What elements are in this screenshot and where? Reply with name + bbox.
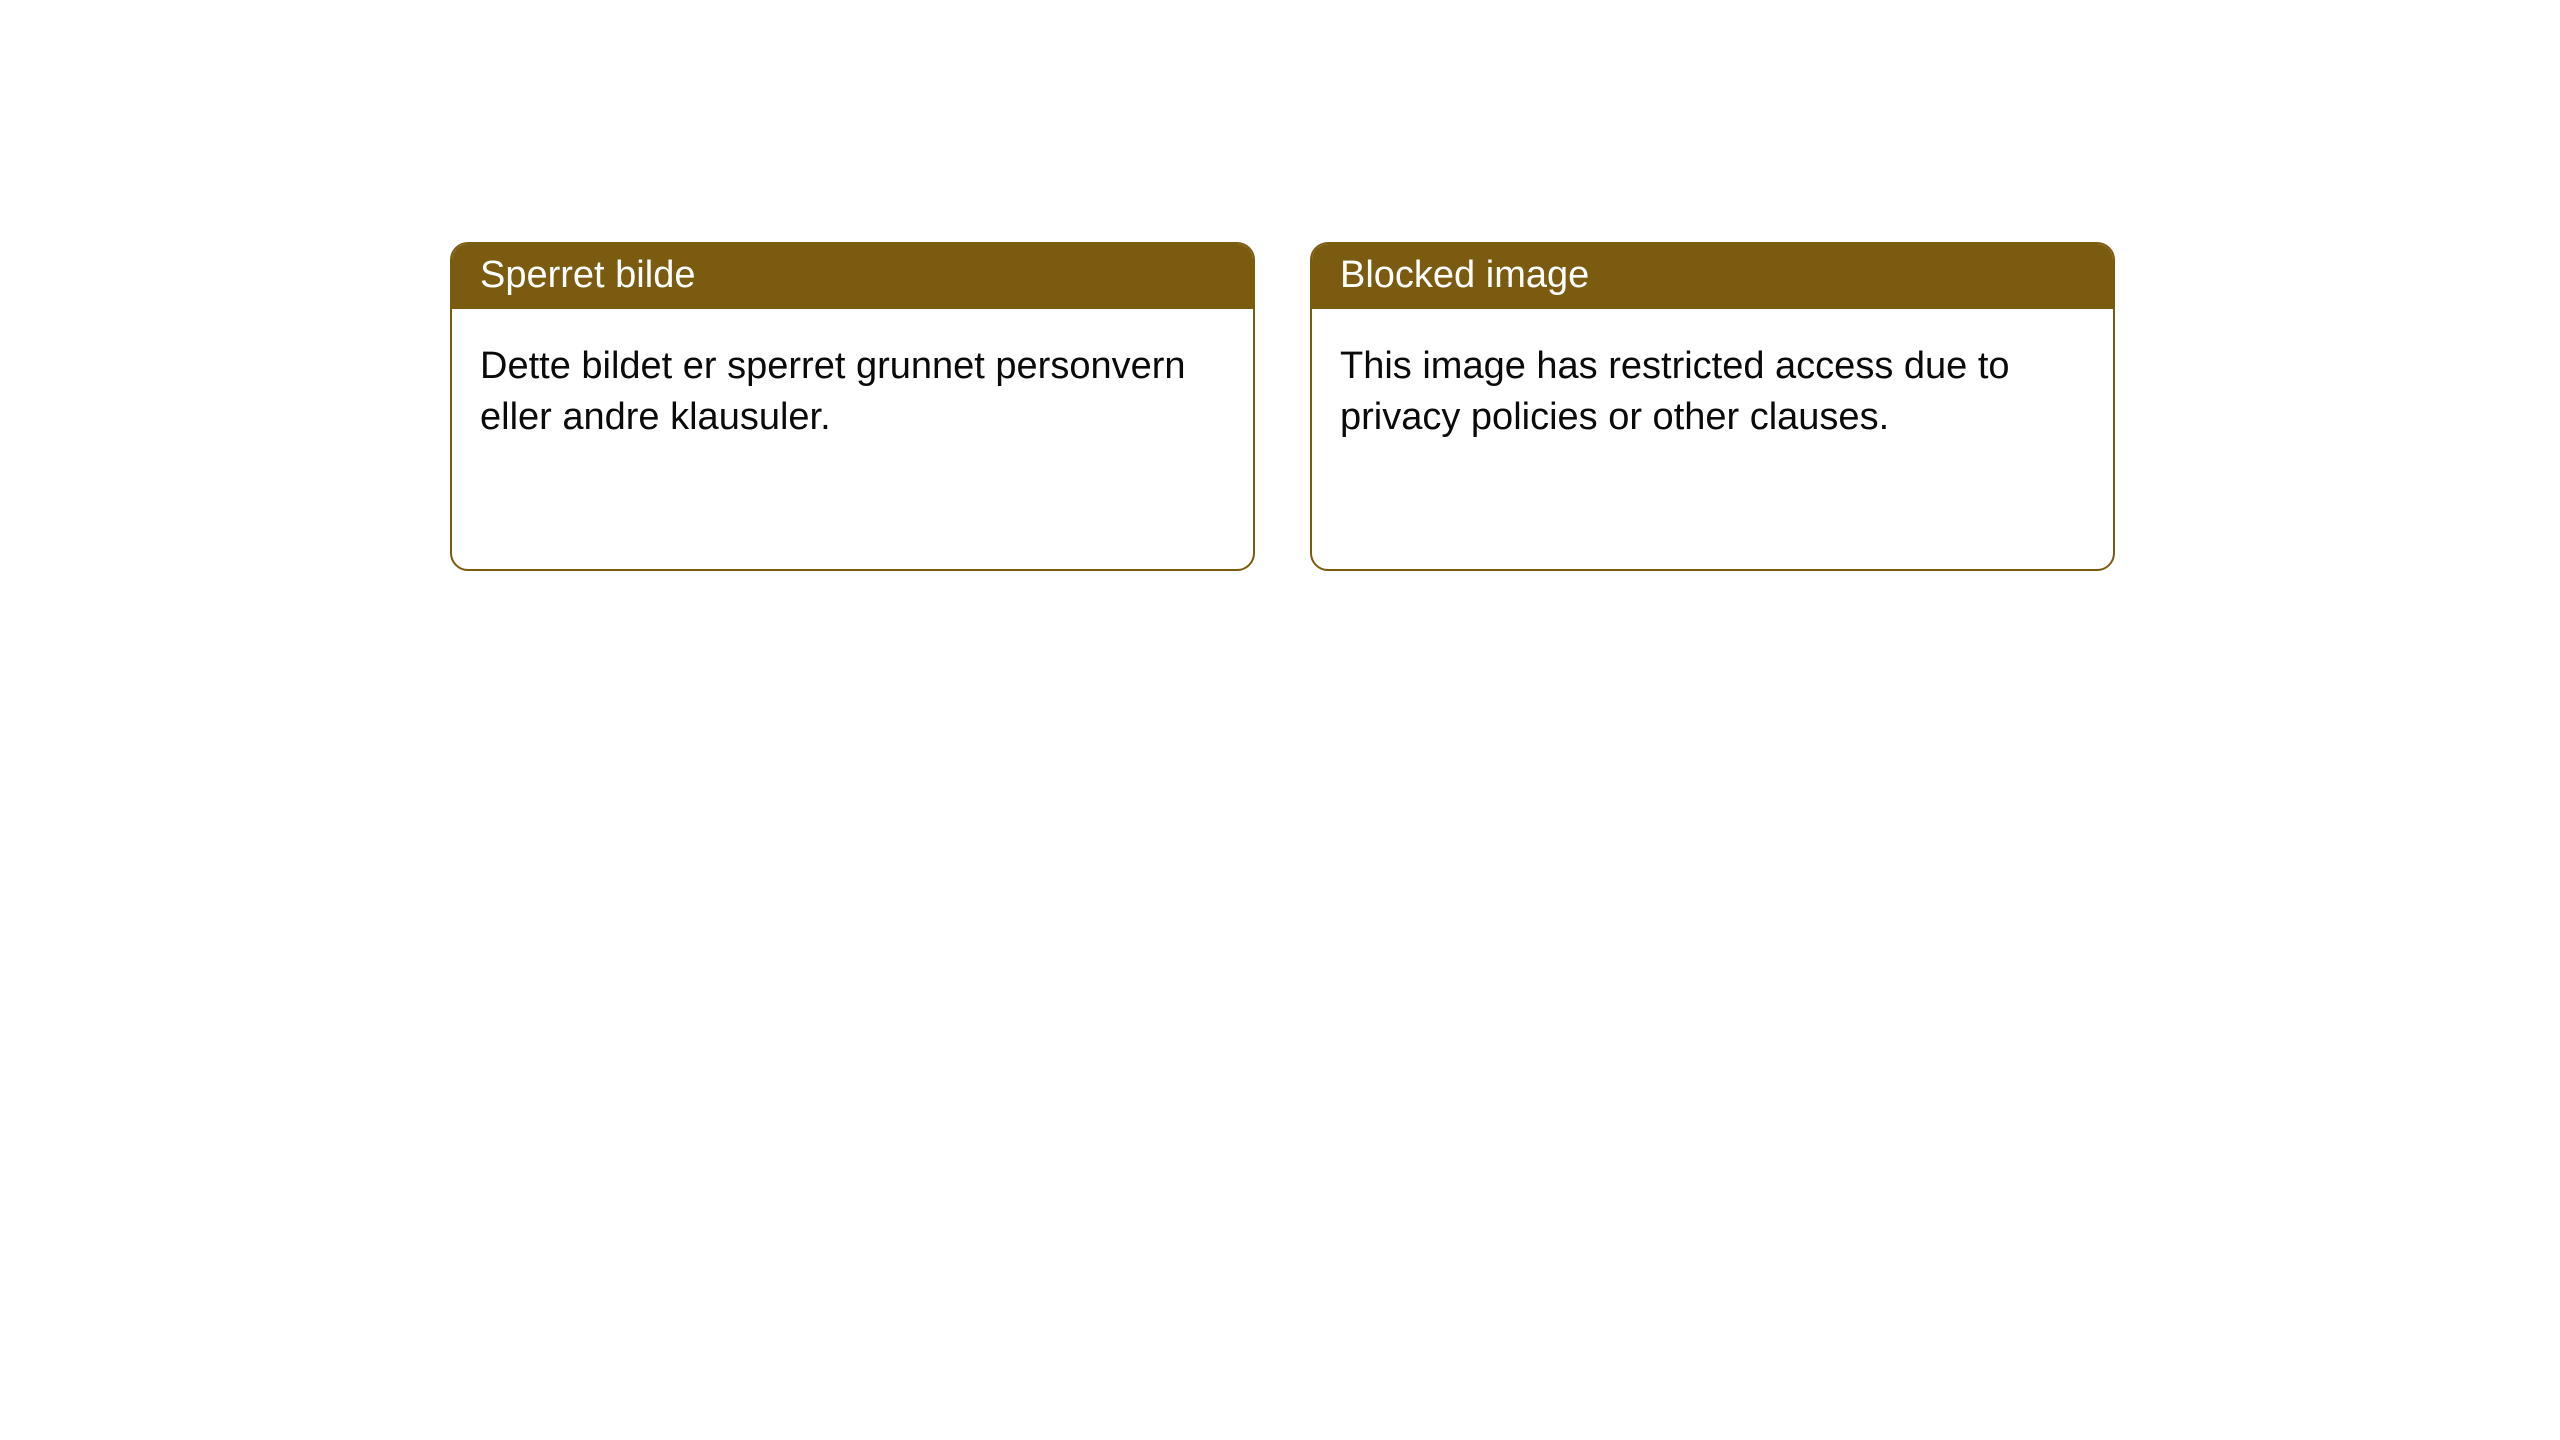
notice-card-norwegian: Sperret bilde Dette bildet er sperret gr…: [450, 242, 1255, 571]
notice-body-norwegian: Dette bildet er sperret grunnet personve…: [452, 309, 1253, 569]
notice-title-norwegian: Sperret bilde: [452, 244, 1253, 309]
notice-title-english: Blocked image: [1312, 244, 2113, 309]
notice-card-english: Blocked image This image has restricted …: [1310, 242, 2115, 571]
notice-container: Sperret bilde Dette bildet er sperret gr…: [450, 242, 2115, 571]
notice-body-english: This image has restricted access due to …: [1312, 309, 2113, 569]
